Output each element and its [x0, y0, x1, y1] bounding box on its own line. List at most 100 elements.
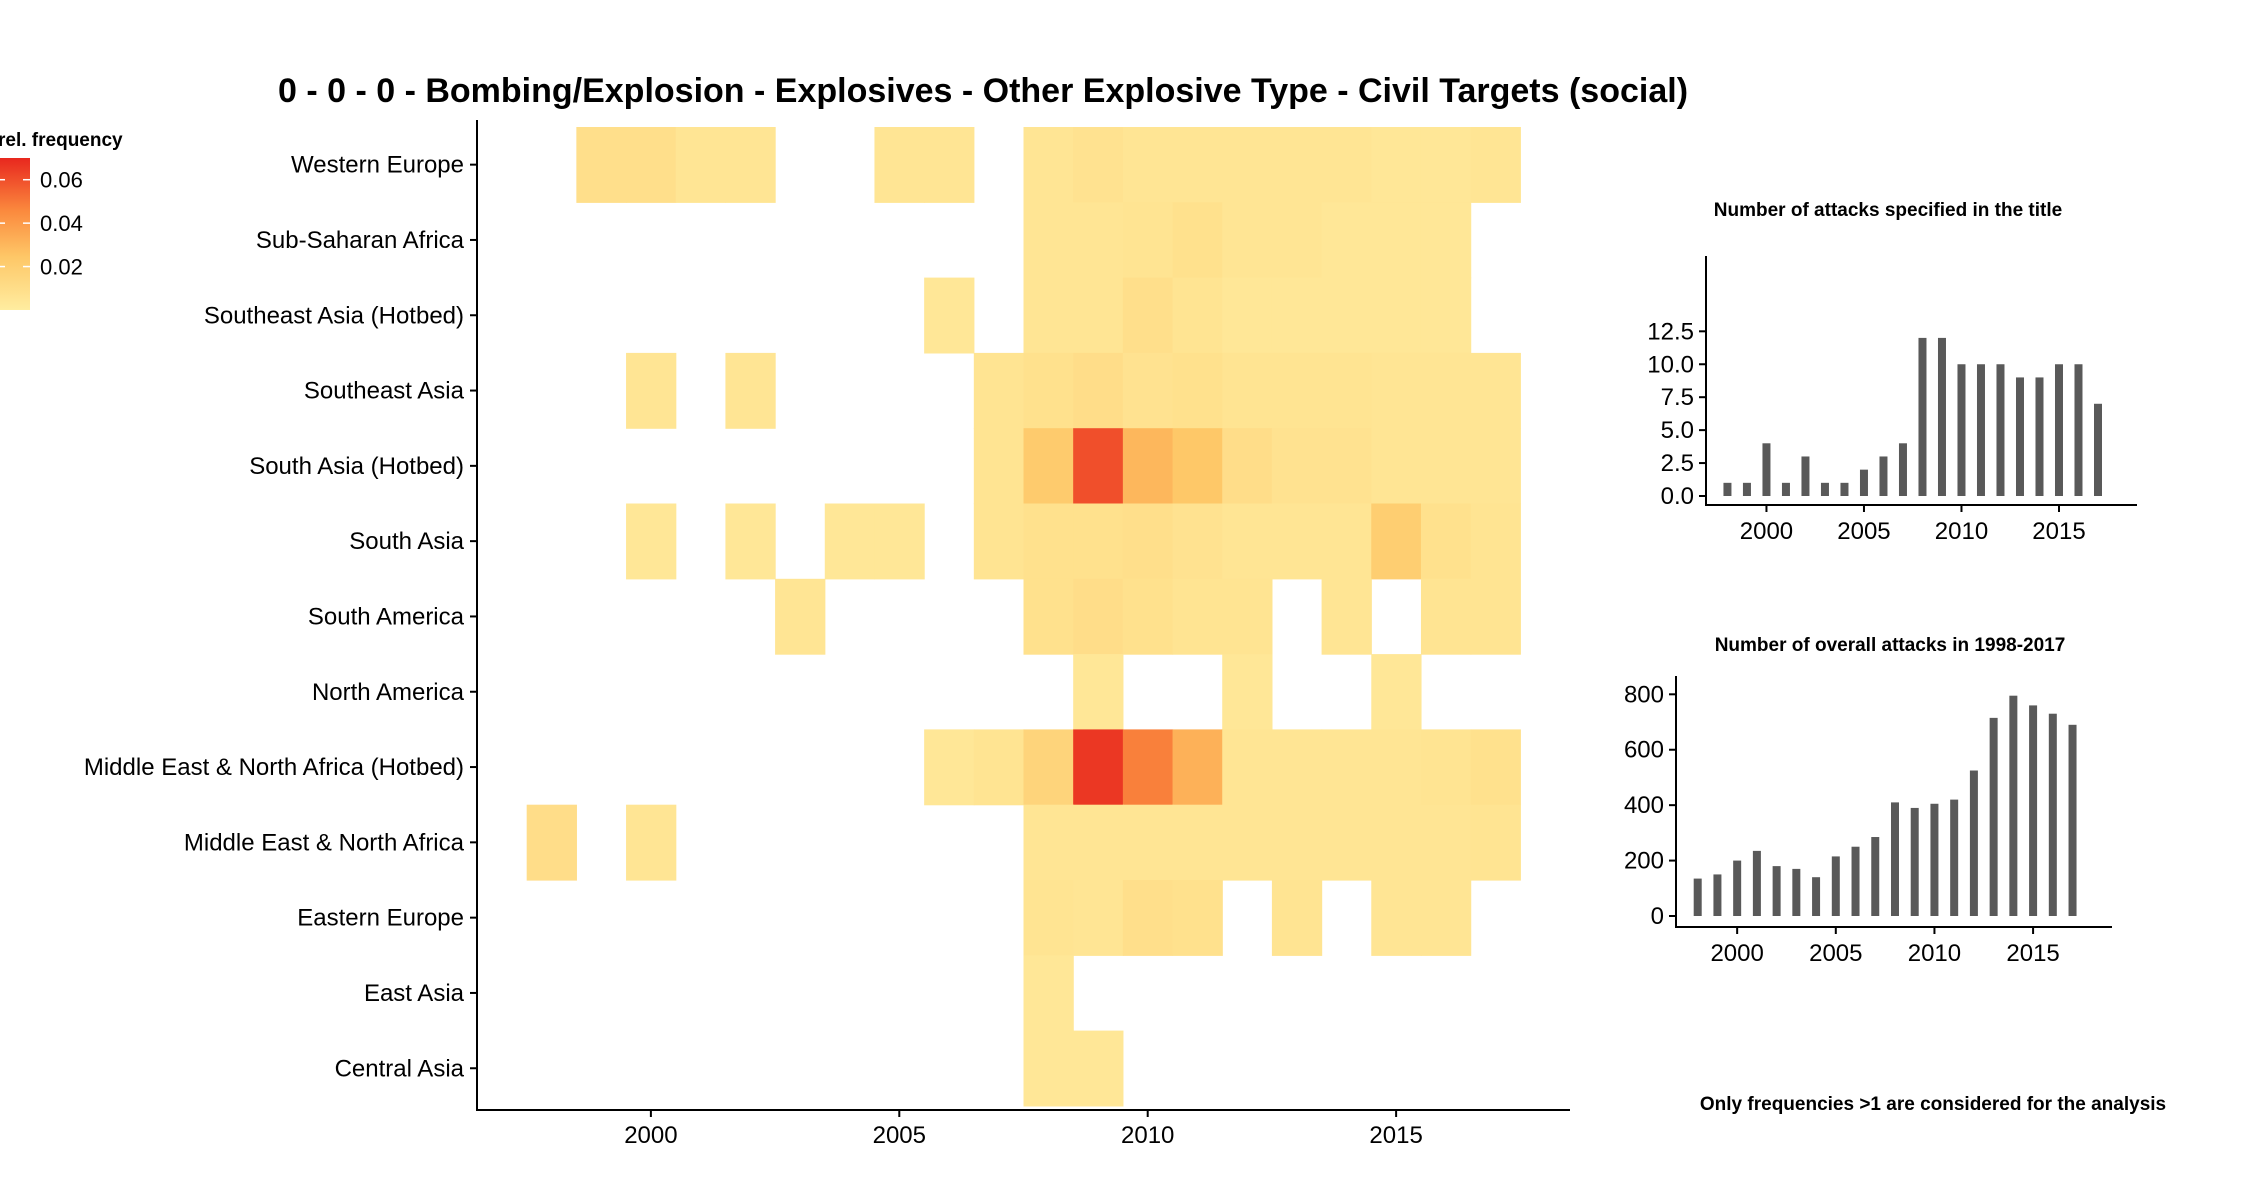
heatmap-cell-middle-east-north-africa-2009	[1073, 804, 1124, 881]
heatmap-cell-western-europe-2002	[725, 127, 776, 203]
heatmap-y-label-central-asia: Central Asia	[335, 1055, 465, 1082]
heatmap-cell-south-asia-hotbed-2010	[1122, 428, 1174, 505]
heatmap-x-label-2010: 2010	[1121, 1122, 1174, 1149]
bar-chart-overall-attacks-bar-1999	[1713, 874, 1722, 916]
bar-chart-attacks-specified-bar-2007	[1898, 443, 1907, 496]
bar-chart-overall-attacks-bar-2000	[1733, 860, 1742, 916]
bar-chart-attacks-specified-bar-2006	[1879, 456, 1888, 496]
heatmap-y-label-western-europe: Western Europe	[291, 152, 464, 179]
heatmap-cell-middle-east-north-africa-hotbed-2014	[1321, 729, 1372, 806]
heatmap-x-labels: 2000 2005 2010 2015	[624, 1110, 1423, 1149]
legend-colorbar	[0, 158, 30, 310]
bar-chart-overall-attacks-bar-2003	[1792, 868, 1801, 916]
heatmap-cell-south-asia-2008	[1023, 503, 1074, 580]
bar-chart-overall-attacks-bar-2008	[1890, 802, 1899, 916]
bar-chart-overall-attacks-x-tick-label-2005: 2005	[1809, 940, 1862, 967]
heatmap-x-label-2005: 2005	[873, 1122, 926, 1149]
legend: rel. frequency 0.06 0.04 0.02	[0, 130, 123, 310]
heatmap-cell-southeast-asia-2011	[1172, 352, 1223, 429]
heatmap-cell-middle-east-north-africa-hotbed-2010	[1122, 729, 1174, 806]
heatmap-cell-southeast-asia-2014	[1321, 352, 1372, 429]
heatmap-cell-southeast-asia-hotbed-2011	[1172, 277, 1223, 354]
heatmap-cell-middle-east-north-africa-hotbed-2012	[1222, 729, 1273, 806]
heatmap-cell-middle-east-north-africa-1998	[526, 804, 577, 881]
heatmap-y-label-south-asia-hotbed: South Asia (Hotbed)	[249, 453, 464, 480]
bar-chart-overall-attacks-bar-2014	[2009, 695, 2018, 916]
heatmap-cell-middle-east-north-africa-2014	[1321, 804, 1372, 881]
heatmap-cell-western-europe-2014	[1321, 127, 1372, 203]
heatmap-y-label-eastern-europe: Eastern Europe	[297, 905, 464, 932]
bar-chart-attacks-specified-y-tick-label-5: 12.5	[1647, 318, 1694, 345]
heatmap-cell-sub-saharan-africa-2014	[1321, 202, 1372, 279]
bar-chart-overall-attacks-bar-2010	[1930, 803, 1939, 916]
bar-chart-overall-attacks-y-tick-label-0: 0	[1651, 903, 1664, 930]
bar-chart-attacks-specified-bar-2017	[2094, 403, 2102, 496]
heatmap-y-label-middle-east-north-africa: Middle East & North Africa	[184, 829, 465, 856]
bar-chart-overall-attacks-y-tick-label-2: 400	[1624, 792, 1664, 819]
heatmap-cell-southeast-asia-2007	[973, 352, 1025, 429]
heatmap-cell-south-america-2012	[1222, 578, 1273, 655]
heatmap-y-labels: Western Europe Sub-Saharan Africa Southeas…	[84, 152, 477, 1082]
bar-chart-overall-attacks-x-tick-label-2010: 2010	[1908, 940, 1961, 967]
bar-chart-attacks-specified-bar-2009	[1937, 337, 1946, 496]
heatmap-y-label-south-america: South America	[308, 603, 465, 630]
heatmap-x-label-2015: 2015	[1369, 1122, 1422, 1149]
heatmap-y-label-sub-saharan-africa: Sub-Saharan Africa	[256, 227, 465, 254]
bar-chart-attacks-specified-x-tick-label-2010: 2010	[1935, 518, 1988, 545]
bar-chart-attacks-specified-title: Number of attacks specified in the title	[1714, 200, 2062, 221]
heatmap-cell-south-asia-2014	[1321, 503, 1372, 580]
bar-chart-attacks-specified-x-tick-label-2005: 2005	[1837, 518, 1890, 545]
heatmap-y-label-north-america: North America	[312, 679, 465, 706]
heatmap-cell-south-asia-hotbed-2011	[1172, 428, 1223, 505]
bar-chart-attacks-specified-y-tick-label-0: 0.0	[1661, 483, 1694, 510]
heatmap-cell-middle-east-north-africa-2015	[1371, 804, 1422, 881]
heatmap-cell-south-asia-2000	[626, 503, 677, 580]
heatmap-cell-south-asia-hotbed-2016	[1420, 428, 1472, 505]
legend-tick-label-1: 0.04	[40, 211, 83, 236]
heatmap-cell-western-europe-2017	[1470, 127, 1521, 203]
heatmap-cell-middle-east-north-africa-2011	[1172, 804, 1223, 881]
heatmap-cell-north-america-2009	[1073, 654, 1124, 730]
heatmap-y-label-southeast-asia-hotbed: Southeast Asia (Hotbed)	[204, 302, 464, 329]
heatmap-cell-eastern-europe-2015	[1371, 880, 1422, 956]
heatmap-cell-south-america-2016	[1420, 578, 1472, 655]
heatmap-cell-southeast-asia-2016	[1420, 352, 1472, 429]
heatmap-y-label-middle-east-north-africa-hotbed: Middle East & North Africa (Hotbed)	[84, 754, 464, 781]
heatmap-cell-western-europe-2013	[1271, 127, 1323, 203]
bar-chart-attacks-specified-y-tick-label-2: 5.0	[1661, 417, 1694, 444]
heatmap-cell-eastern-europe-2011	[1172, 880, 1223, 956]
heatmap-title: 0 - 0 - 0 - Bombing/Explosion - Explosiv…	[278, 72, 1688, 110]
heatmap-cell-southeast-asia-hotbed-2009	[1073, 277, 1124, 354]
bar-chart-attacks-specified-bar-2010	[1957, 364, 1966, 496]
heatmap-cell-middle-east-north-africa-hotbed-2008	[1023, 729, 1074, 806]
heatmap-cell-middle-east-north-africa-hotbed-2013	[1271, 729, 1323, 806]
bar-chart-overall-attacks-axes: 0 200 400 600 800 2000 2005 2010 2015	[1624, 676, 2112, 967]
bar-chart-overall-attacks-bar-1998	[1693, 878, 1702, 916]
legend-tick-label-0: 0.06	[40, 168, 83, 193]
heatmap-cell-southeast-asia-2013	[1271, 352, 1323, 429]
bar-chart-attacks-specified-bar-2005	[1859, 469, 1868, 496]
heatmap-cell-sub-saharan-africa-2010	[1122, 202, 1174, 279]
heatmap-cell-middle-east-north-africa-2008	[1023, 804, 1074, 881]
bar-chart-overall-attacks-title: Number of overall attacks in 1998-2017	[1715, 635, 2066, 656]
heatmap-cell-western-europe-1999	[576, 127, 627, 203]
bar-chart-attacks-specified-bar-2001	[1781, 482, 1790, 496]
heatmap-cell-southeast-asia-2015	[1371, 352, 1422, 429]
bar-chart-attacks-specified-axes: 0.0 2.5 5.0 7.5 10.0 12.5 2000 2005 2010 2015	[1647, 256, 2137, 545]
heatmap-cell-southeast-asia-2010	[1122, 352, 1174, 429]
heatmap-cell-south-asia-2007	[973, 503, 1025, 580]
heatmap-cell-south-asia-hotbed-2013	[1271, 428, 1323, 505]
bar-chart-overall-attacks-bar-2012	[1969, 770, 1978, 916]
footnote: Only frequencies >1 are considered for t…	[1700, 1094, 2166, 1115]
heatmap-cell-western-europe-2008	[1023, 127, 1074, 203]
heatmap-cell-middle-east-north-africa-hotbed-2011	[1172, 729, 1223, 806]
bar-chart-attacks-specified-bar-2013	[2015, 377, 2024, 496]
legend-title: rel. frequency	[0, 130, 123, 151]
heatmap-cell-western-europe-2016	[1420, 127, 1472, 203]
bar-chart-overall-attacks-bar-2016	[2048, 713, 2057, 916]
heatmap-cell-sub-saharan-africa-2016	[1420, 202, 1472, 279]
heatmap-cell-south-america-2011	[1172, 578, 1223, 655]
bar-chart-attacks-specified-bar-1998	[1723, 482, 1732, 496]
heatmap-cell-middle-east-north-africa-hotbed-2015	[1371, 729, 1422, 806]
